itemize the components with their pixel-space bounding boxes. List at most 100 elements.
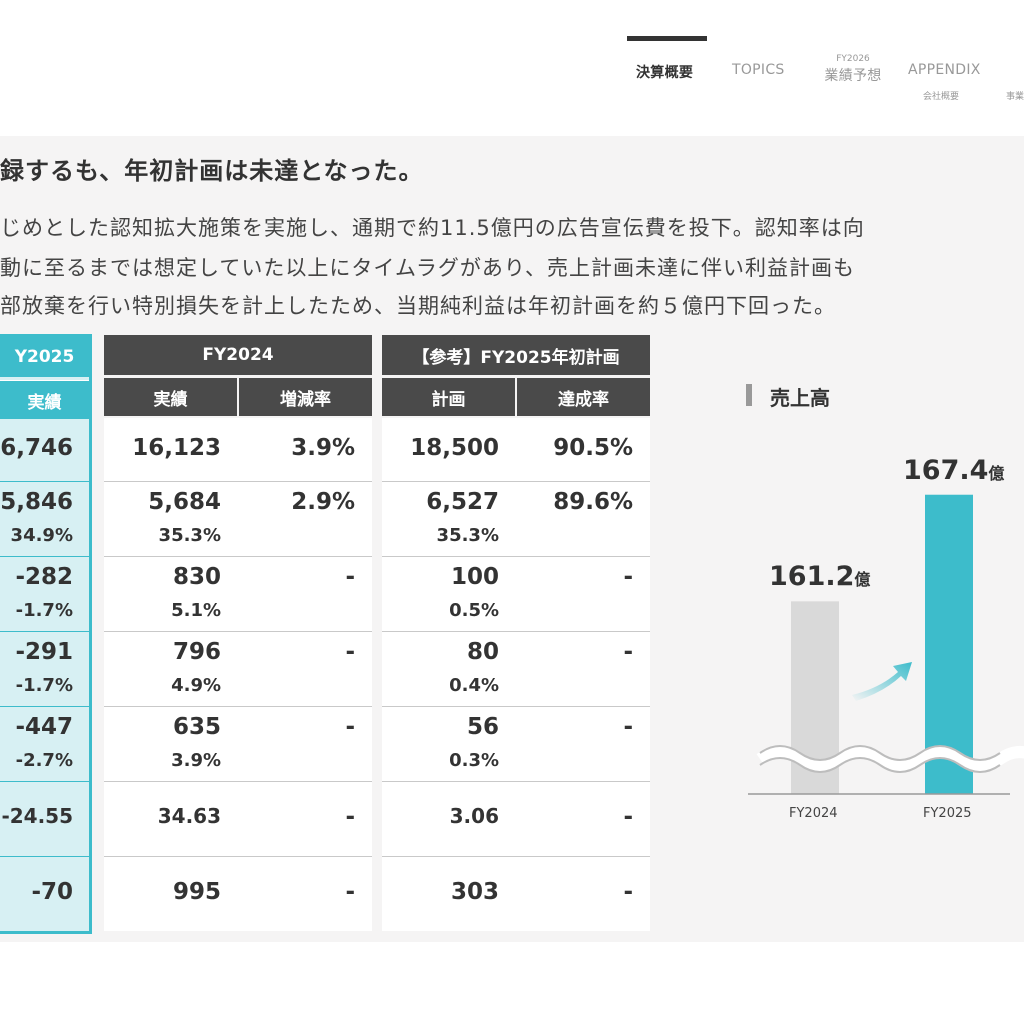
cell-achieve-rate: 90.5% <box>553 434 633 461</box>
plan-plan-header: 計画 <box>382 378 515 416</box>
cell-fy2025-value: -282 <box>15 564 73 590</box>
cell-change-rate: - <box>345 564 355 590</box>
cell-change-rate: - <box>345 803 355 830</box>
cell-fy2024-margin: 35.3% <box>158 525 221 546</box>
nav-item-forecast[interactable]: FY2026 業績予想 <box>822 54 884 85</box>
cell-fy2025-value: -24.55 <box>1 803 73 828</box>
row-divider <box>104 556 372 557</box>
plan-body <box>382 418 650 931</box>
cell-fy2024-value: 5,684 <box>148 489 221 515</box>
plan-header: 【参考】FY2025年初計画 <box>382 335 650 375</box>
fy2025-header: Y2025 <box>0 337 89 377</box>
cell-fy2025-margin: 34.9% <box>10 525 73 546</box>
nav-subitem-company[interactable]: 会社概要 <box>923 92 960 102</box>
cell-plan-margin: 0.3% <box>449 750 499 771</box>
fy2024-body <box>104 418 372 931</box>
row-divider <box>382 781 650 782</box>
cell-fy2025-value: -447 <box>15 714 73 740</box>
bar-value-label: 161.2億 <box>769 561 870 592</box>
axis-break-wave-line-top <box>759 745 1001 761</box>
nav-item-forecast-label: 業績予想 <box>824 68 882 84</box>
cell-plan-value: 3.06 <box>449 803 499 828</box>
cell-fy2024-value: 16,123 <box>132 434 221 461</box>
row-divider <box>104 781 372 782</box>
x-tick-label: FY2024 <box>789 806 838 821</box>
page-headline: 録するも、年初計画は未達となった。 <box>0 157 424 185</box>
fy2025-column <box>0 334 92 934</box>
cell-achieve-rate: - <box>623 639 633 665</box>
cell-fy2024-value: 830 <box>172 564 221 590</box>
cell-fy2024-value: 995 <box>172 878 221 905</box>
row-divider <box>104 856 372 857</box>
row-divider <box>382 481 650 482</box>
row-divider-current <box>0 706 89 707</box>
bar-value-unit: 億 <box>854 570 871 590</box>
row-divider-current <box>0 631 89 632</box>
axis-break-wave <box>756 746 1024 772</box>
cell-fy2024-value: 796 <box>172 639 221 665</box>
cell-achieve-rate: 89.6% <box>553 489 633 515</box>
fy2025-actual-header: 実績 <box>0 380 89 419</box>
plan-achieve-header: 達成率 <box>517 378 650 416</box>
cell-achieve-rate: - <box>623 714 633 740</box>
cell-plan-value: 100 <box>450 564 499 590</box>
chart-title-marker <box>746 384 752 406</box>
bar-fy2025 <box>925 494 973 794</box>
body-text-line-2: 動に至るまでは想定していた以上にタイムラグがあり、売上計画未達に伴い利益計画も <box>0 256 856 280</box>
cell-plan-value: 18,500 <box>410 434 499 461</box>
cell-plan-margin: 35.3% <box>436 525 499 546</box>
cell-fy2024-value: 34.63 <box>157 803 221 828</box>
cell-change-rate: - <box>345 714 355 740</box>
cell-fy2025-value: 16,746 <box>0 434 73 461</box>
row-divider <box>382 556 650 557</box>
cell-plan-value: 80 <box>466 639 499 665</box>
nav-item-forecast-year: FY2026 <box>836 54 870 64</box>
cell-fy2025-margin: -1.7% <box>15 675 73 696</box>
row-divider <box>104 481 372 482</box>
cell-change-rate: - <box>345 878 355 905</box>
bar-value-number: 167.4 <box>903 454 989 486</box>
fy2024-header: FY2024 <box>104 335 372 375</box>
cell-fy2024-value: 635 <box>172 714 221 740</box>
row-divider-current <box>0 481 89 482</box>
cell-fy2024-margin: 3.9% <box>171 750 221 771</box>
fy2024-change-header: 増減率 <box>239 378 372 416</box>
chart-title: 売上高 <box>770 386 830 410</box>
nav-subitem-business[interactable]: 事業 <box>1006 92 1024 102</box>
cell-fy2024-margin: 5.1% <box>171 600 221 621</box>
growth-arrow <box>852 662 912 701</box>
row-divider <box>382 631 650 632</box>
cell-plan-value: 303 <box>450 878 499 905</box>
cell-plan-value: 56 <box>466 714 499 740</box>
row-divider <box>104 706 372 707</box>
row-divider-current <box>0 856 89 857</box>
cell-achieve-rate: - <box>623 878 633 905</box>
cell-fy2025-margin: -2.7% <box>15 750 73 771</box>
body-text-line-3: 部放棄を行い特別損失を計上したため、当期純利益は年初計画を約５億円下回った。 <box>0 294 836 318</box>
cell-change-rate: 2.9% <box>291 489 355 515</box>
body-text-line-1: じめとした認知拡大施策を実施し、通期で約11.5億円の広告宣伝費を投下。認知率は… <box>0 216 865 240</box>
nav-item-kessan[interactable]: 決算概要 <box>636 65 694 81</box>
bar-value-unit: 億 <box>988 463 1005 483</box>
cell-plan-value: 6,527 <box>426 489 499 515</box>
cell-achieve-rate: - <box>623 803 633 830</box>
nav-active-indicator <box>627 36 707 41</box>
cell-fy2025-value: -291 <box>15 639 73 665</box>
cell-plan-margin: 0.4% <box>449 675 499 696</box>
nav-item-appendix[interactable]: APPENDIX <box>908 62 981 78</box>
axis-break-wave-line-bottom <box>759 757 1001 773</box>
cell-plan-margin: 0.5% <box>449 600 499 621</box>
cell-fy2025-value: 5,846 <box>0 489 73 515</box>
cell-change-rate: - <box>345 639 355 665</box>
cell-fy2024-margin: 4.9% <box>171 675 221 696</box>
row-divider <box>382 706 650 707</box>
cell-fy2025-margin: -1.7% <box>15 600 73 621</box>
nav-item-topics[interactable]: TOPICS <box>732 62 785 78</box>
row-divider-current <box>0 556 89 557</box>
cell-change-rate: 3.9% <box>291 434 355 461</box>
row-divider <box>382 856 650 857</box>
row-divider <box>104 631 372 632</box>
row-divider-current <box>0 781 89 782</box>
bar-value-label: 167.4億 <box>903 455 1004 486</box>
